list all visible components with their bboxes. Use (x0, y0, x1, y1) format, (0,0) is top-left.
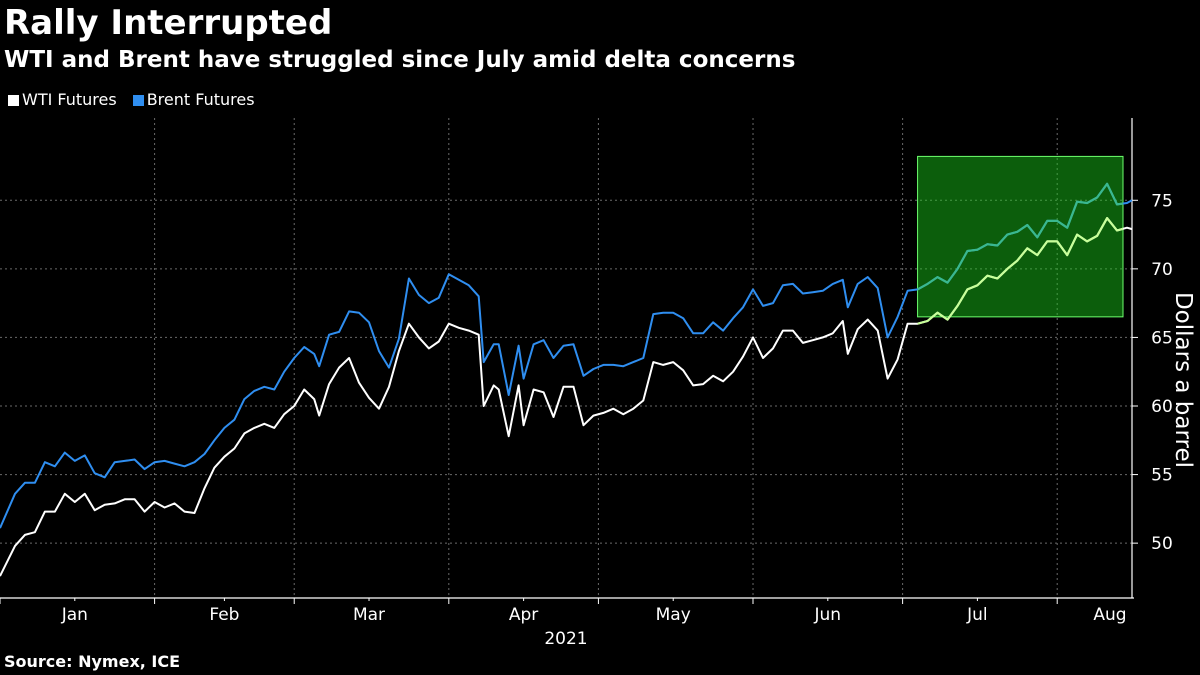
xtick-label-may: May (656, 605, 691, 625)
legend-label-wti: WTI Futures (22, 90, 117, 109)
highlight-box (917, 155, 1124, 318)
xtick-label-mar: Mar (353, 605, 385, 625)
legend-item-wti: WTI Futures (8, 90, 117, 110)
xtick-label-jan: Jan (61, 605, 88, 625)
ytick-label-70: 70 (1151, 260, 1173, 280)
ytick-label-75: 75 (1151, 191, 1173, 211)
source-note: Source: Nymex, ICE (4, 652, 181, 671)
ytick-label-50: 50 (1151, 534, 1173, 554)
xaxis-year-label: 2021 (544, 629, 587, 649)
ytick-label-65: 65 (1151, 328, 1173, 348)
xtick-label-apr: Apr (509, 605, 538, 625)
legend-swatch-wti (8, 94, 19, 106)
ytick-label-60: 60 (1151, 397, 1173, 417)
series-highlight-wti-futures (917, 217, 1124, 325)
xtick-label-jun: Jun (814, 605, 842, 625)
chart-title: Rally Interrupted (4, 3, 333, 43)
legend-swatch-brent (132, 94, 144, 106)
series-highlight-brent-futures (917, 182, 1124, 291)
y-axis-title: Dollars a barrel (1170, 292, 1196, 468)
ytick-label-55: 55 (1151, 466, 1173, 486)
legend-item-brent: Brent Futures (132, 90, 255, 110)
legend: WTI Futures Brent Futures (8, 90, 255, 110)
xtick-label-jul: Jul (966, 605, 988, 625)
xtick-label-feb: Feb (209, 605, 239, 625)
xtick-label-aug: Aug (1093, 605, 1126, 625)
legend-label-brent: Brent Futures (146, 90, 255, 109)
chart-subtitle: WTI and Brent have struggled since July … (4, 47, 796, 73)
